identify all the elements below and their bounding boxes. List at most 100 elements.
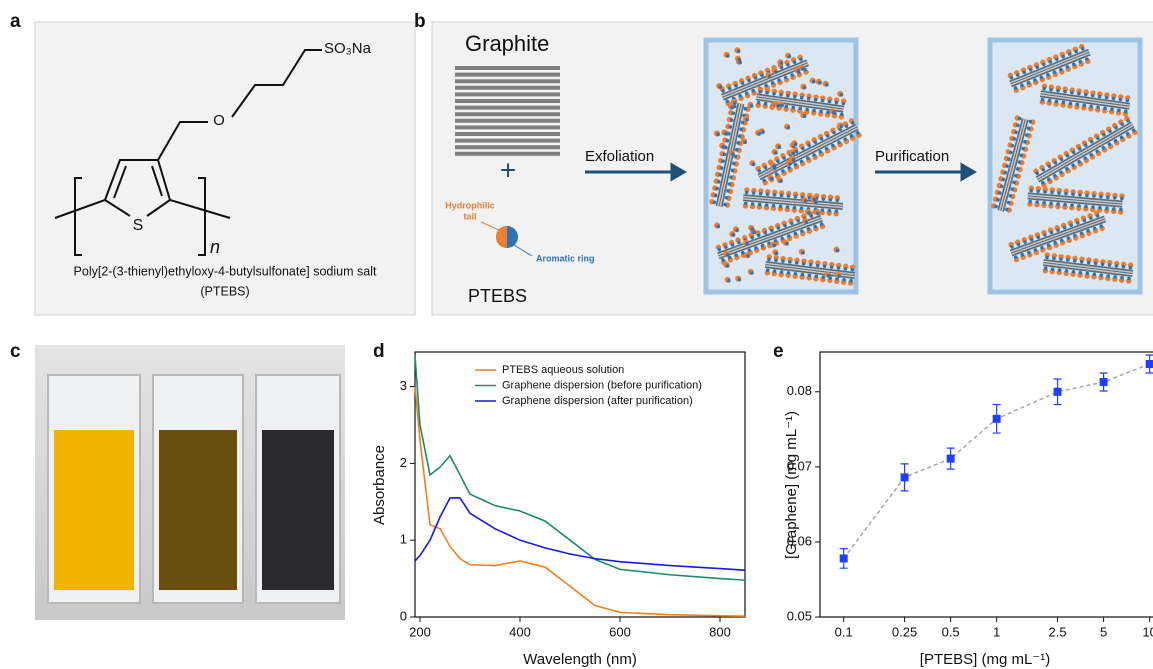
dot [799,159,804,164]
dot [1026,126,1031,131]
dot [737,240,741,245]
dot [1028,199,1032,204]
dot [1008,150,1013,155]
dot [832,130,836,135]
dot [1010,187,1015,191]
dot [757,202,762,207]
dot [814,274,819,279]
dot [816,211,820,216]
dot [760,243,765,248]
dot [1062,225,1067,230]
dot [1056,202,1060,206]
dot [722,152,727,157]
dot [1114,125,1118,130]
dot [1064,191,1068,196]
dot [1078,59,1083,64]
dot [1003,170,1008,175]
dot [793,231,798,236]
dot [1059,170,1063,175]
dot [1104,95,1109,100]
dot [783,75,788,80]
flake [1008,210,1107,263]
sheet [1040,94,1130,109]
dot [825,133,830,138]
dot [784,104,789,109]
dot [1047,164,1052,169]
dot [1067,52,1072,56]
dot [1036,189,1040,194]
dot [1102,132,1106,137]
dot [721,159,725,163]
dot [1056,88,1060,93]
dot [1120,275,1124,280]
dot [1120,122,1124,127]
dot [760,73,764,78]
free-dot [826,273,831,278]
dot [743,201,748,206]
dot [818,150,823,154]
dot [725,138,730,143]
dot [765,268,770,273]
dot [1020,253,1025,257]
dot [1043,233,1047,237]
dot [1052,256,1056,261]
dot [1085,57,1089,61]
dot [1092,194,1096,198]
sheet [1009,50,1090,84]
graphite-stack [455,66,560,156]
dot [1089,152,1094,157]
dot [762,178,766,183]
dot [808,262,813,267]
line [414,355,746,581]
dot [1054,99,1059,104]
dot [754,246,758,250]
dot [794,149,799,154]
dot [1089,216,1093,220]
free-dot [772,243,777,248]
dot [718,173,722,177]
dot [1053,173,1057,178]
dot [753,76,758,80]
free-dot [750,227,755,231]
dot [779,270,784,274]
free-dot [745,241,749,246]
free-dot [736,49,741,54]
dot [1063,89,1067,94]
step-label: Purification [875,148,949,165]
dot [1080,47,1085,51]
plot-frame [819,351,1153,618]
annotation: tail [463,211,476,221]
dot [1078,193,1082,197]
dot [812,153,816,157]
dot [786,93,790,98]
dot [1053,241,1057,245]
dot [729,175,733,179]
y-tick-label: 0.06 [787,533,812,548]
dot [1007,157,1011,162]
dot [1131,128,1136,133]
sheet [743,195,843,206]
atom-label: S [133,217,144,234]
dot [1071,192,1075,197]
dot [1118,97,1123,102]
dot [1008,194,1013,198]
dot [1083,143,1088,148]
sheet [756,97,844,112]
dot [813,97,818,102]
panel-a-box [34,21,416,316]
free-dot [725,264,730,268]
dot [807,143,811,148]
flake [755,118,862,186]
free-dot [814,200,818,205]
sheet [1043,263,1133,276]
x-tick-label: 0.1 [835,624,853,639]
dot [840,112,844,117]
panel-label: c [10,341,21,362]
dot [1013,86,1018,90]
dot [767,257,771,262]
panel-label: a [10,11,21,32]
dot [1048,60,1053,64]
dot [800,272,805,277]
dot [1113,275,1117,279]
dot [1009,75,1014,80]
